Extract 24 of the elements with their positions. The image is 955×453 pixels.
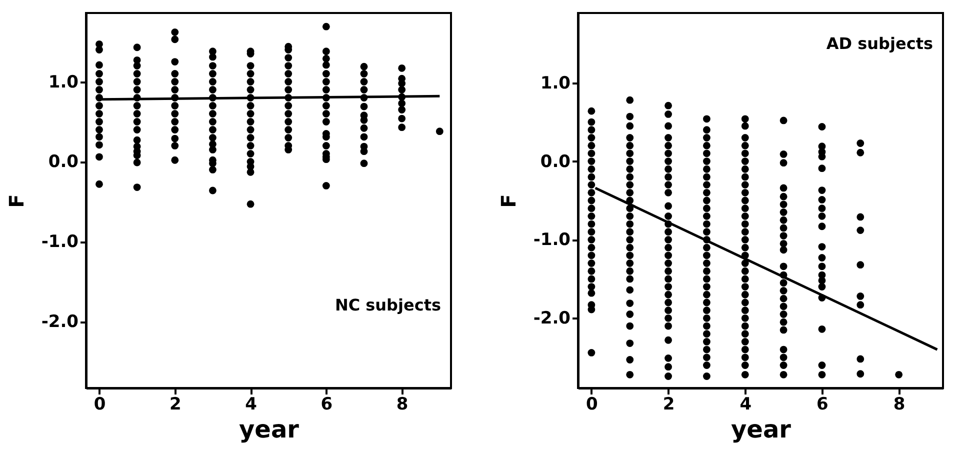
y-tick-label: -2.0 — [41, 312, 79, 332]
x-tick-label: 4 — [740, 394, 752, 414]
y-tick-label: -1.0 — [533, 230, 571, 250]
x-tick-label: 8 — [396, 394, 408, 414]
y-tick-label: -2.0 — [533, 308, 571, 329]
y-tick-label: 1.0 — [48, 72, 79, 92]
x-tick-label: 2 — [169, 394, 182, 414]
x-tick-label: 6 — [320, 394, 333, 414]
x-tick-label: 6 — [816, 394, 828, 414]
y-tick-label: 0.0 — [540, 152, 571, 172]
x-axis-title: year — [239, 416, 300, 444]
x-tick-label: 4 — [245, 394, 258, 414]
annotation: AD subjects — [826, 34, 933, 53]
y-tick-label: -1.0 — [41, 232, 79, 252]
y-axis-title: F — [496, 194, 520, 208]
x-tick-label: 0 — [94, 394, 106, 414]
annotation: NC subjects — [334, 296, 441, 314]
y-tick-label: 0.0 — [48, 152, 79, 172]
x-tick-label: 8 — [893, 394, 906, 414]
x-axis-title: year — [731, 416, 792, 444]
y-axis-title: F — [4, 194, 28, 208]
x-tick-label: 2 — [662, 394, 675, 414]
x-tick-label: 0 — [586, 394, 598, 414]
y-tick-label: 1.0 — [540, 73, 571, 94]
